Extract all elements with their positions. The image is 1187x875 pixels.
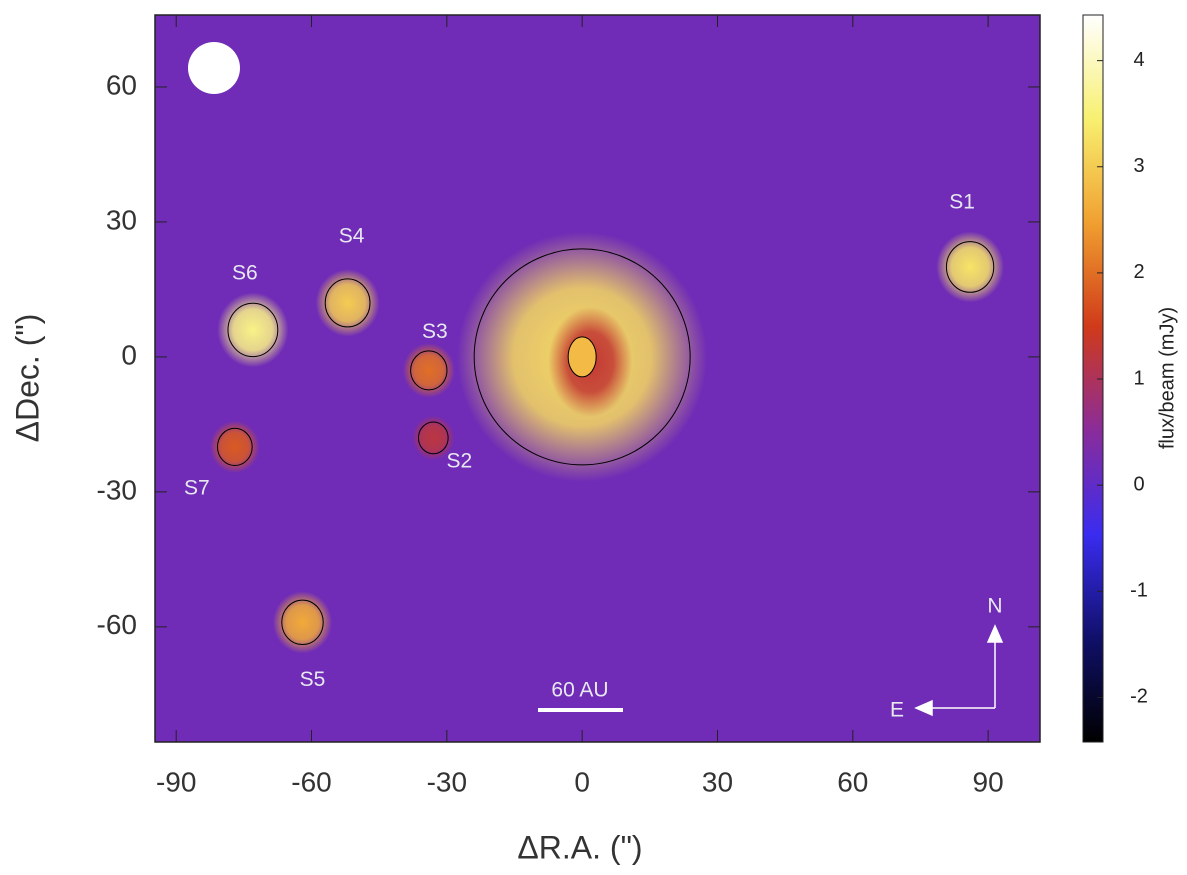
north-label: N [987, 595, 1002, 618]
source-contour [281, 599, 324, 646]
disk-center [567, 336, 597, 378]
disk-contour [473, 248, 691, 466]
source-label: S2 [446, 449, 472, 472]
source-contour [410, 350, 448, 391]
source-contour [227, 302, 279, 358]
y-tick-label: -60 [97, 609, 137, 640]
colorbar-tick-label: 4 [1133, 49, 1144, 71]
colorbar-tick-label: 1 [1133, 367, 1144, 389]
colorbar-tick-label: 2 [1133, 261, 1144, 283]
colorbar-title: flux/beam (mJy) [1156, 307, 1178, 449]
x-tick-label: 30 [702, 766, 733, 797]
map [155, 15, 1040, 742]
source-label: S6 [232, 261, 258, 284]
x-tick-label: 90 [973, 766, 1004, 797]
x-tick-label: -30 [427, 766, 467, 797]
scale-bar-label: 60 AU [551, 679, 608, 702]
x-axis-title: ΔR.A. (") [517, 829, 642, 865]
source-contour [945, 241, 995, 293]
source-label: S4 [339, 224, 365, 247]
y-tick-label: 30 [106, 204, 137, 235]
compass [914, 624, 1004, 717]
source-contour [324, 278, 371, 328]
source-label: S1 [949, 190, 975, 213]
arrow-head [986, 624, 1004, 643]
beam [188, 42, 240, 94]
y-tick-label: 0 [121, 339, 137, 370]
x-tick-label: -60 [291, 766, 331, 797]
source-label: S3 [422, 320, 448, 343]
arrow-head [914, 699, 933, 717]
colorbar-tick-label: -1 [1130, 580, 1148, 602]
plot-frame [154, 14, 1041, 743]
y-axis-title: ΔDec. (") [9, 314, 45, 443]
colorbar-tick-label: 3 [1133, 155, 1144, 177]
colorbar-tick-label: 0 [1133, 473, 1144, 495]
y-tick-label: 60 [106, 69, 137, 100]
y-tick-label: -30 [97, 474, 137, 505]
east-label: E [890, 699, 904, 722]
colorbar [1082, 14, 1104, 743]
source-contour [417, 421, 449, 455]
colorbar-tick-label: -2 [1130, 686, 1148, 708]
source-contour [216, 427, 253, 466]
x-tick-label: -90 [156, 766, 196, 797]
x-tick-label: 60 [837, 766, 868, 797]
x-tick-label: 0 [574, 766, 590, 797]
source-label: S7 [184, 476, 210, 499]
source-label: S5 [300, 668, 326, 691]
